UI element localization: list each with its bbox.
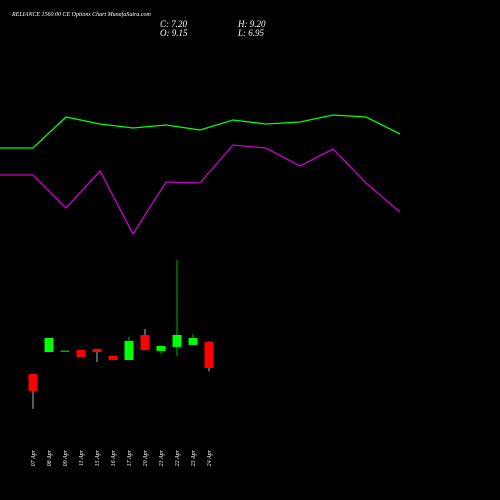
ohlc-label: L: 6.95 xyxy=(237,28,265,38)
x-tick-label: 16 Apr xyxy=(111,449,117,466)
candle-body xyxy=(156,346,166,351)
x-tick-label: 21 Apr xyxy=(159,449,165,466)
candle-body xyxy=(92,348,102,352)
x-tick-label: 20 Apr xyxy=(143,449,149,466)
candle-body xyxy=(44,338,54,352)
x-tick-label: 15 Apr xyxy=(95,449,101,466)
candle-body xyxy=(108,356,118,360)
x-tick-label: 17 Apr xyxy=(127,449,133,466)
x-tick-label: 08 Apr xyxy=(47,449,53,466)
x-tick-label: 24 Apr xyxy=(206,449,213,466)
ohlc-label: O: 9.15 xyxy=(160,28,188,38)
x-tick-label: 23 Apr xyxy=(191,449,197,466)
x-tick-label: 07 Apr xyxy=(31,449,37,466)
candle-body xyxy=(124,340,134,360)
candle-body xyxy=(188,338,198,345)
candle-body xyxy=(172,334,182,347)
overlay-line xyxy=(0,114,401,149)
ohlc-label: H: 9.20 xyxy=(237,19,266,29)
candle-body xyxy=(204,342,214,368)
overlay-line xyxy=(0,144,401,236)
candle-body xyxy=(60,350,70,352)
chart-title: RELIANCE 1560.00 CE Options Chart Munafa… xyxy=(11,11,152,18)
x-tick-label: 11 Apr xyxy=(79,449,85,466)
candle-body xyxy=(28,374,38,391)
x-tick-label: 09 Apr xyxy=(63,449,69,466)
x-tick-label: 22 Apr xyxy=(175,449,181,466)
ohlc-label: C: 7.20 xyxy=(160,19,188,29)
candle-body xyxy=(76,350,86,357)
candle-body xyxy=(140,334,150,350)
